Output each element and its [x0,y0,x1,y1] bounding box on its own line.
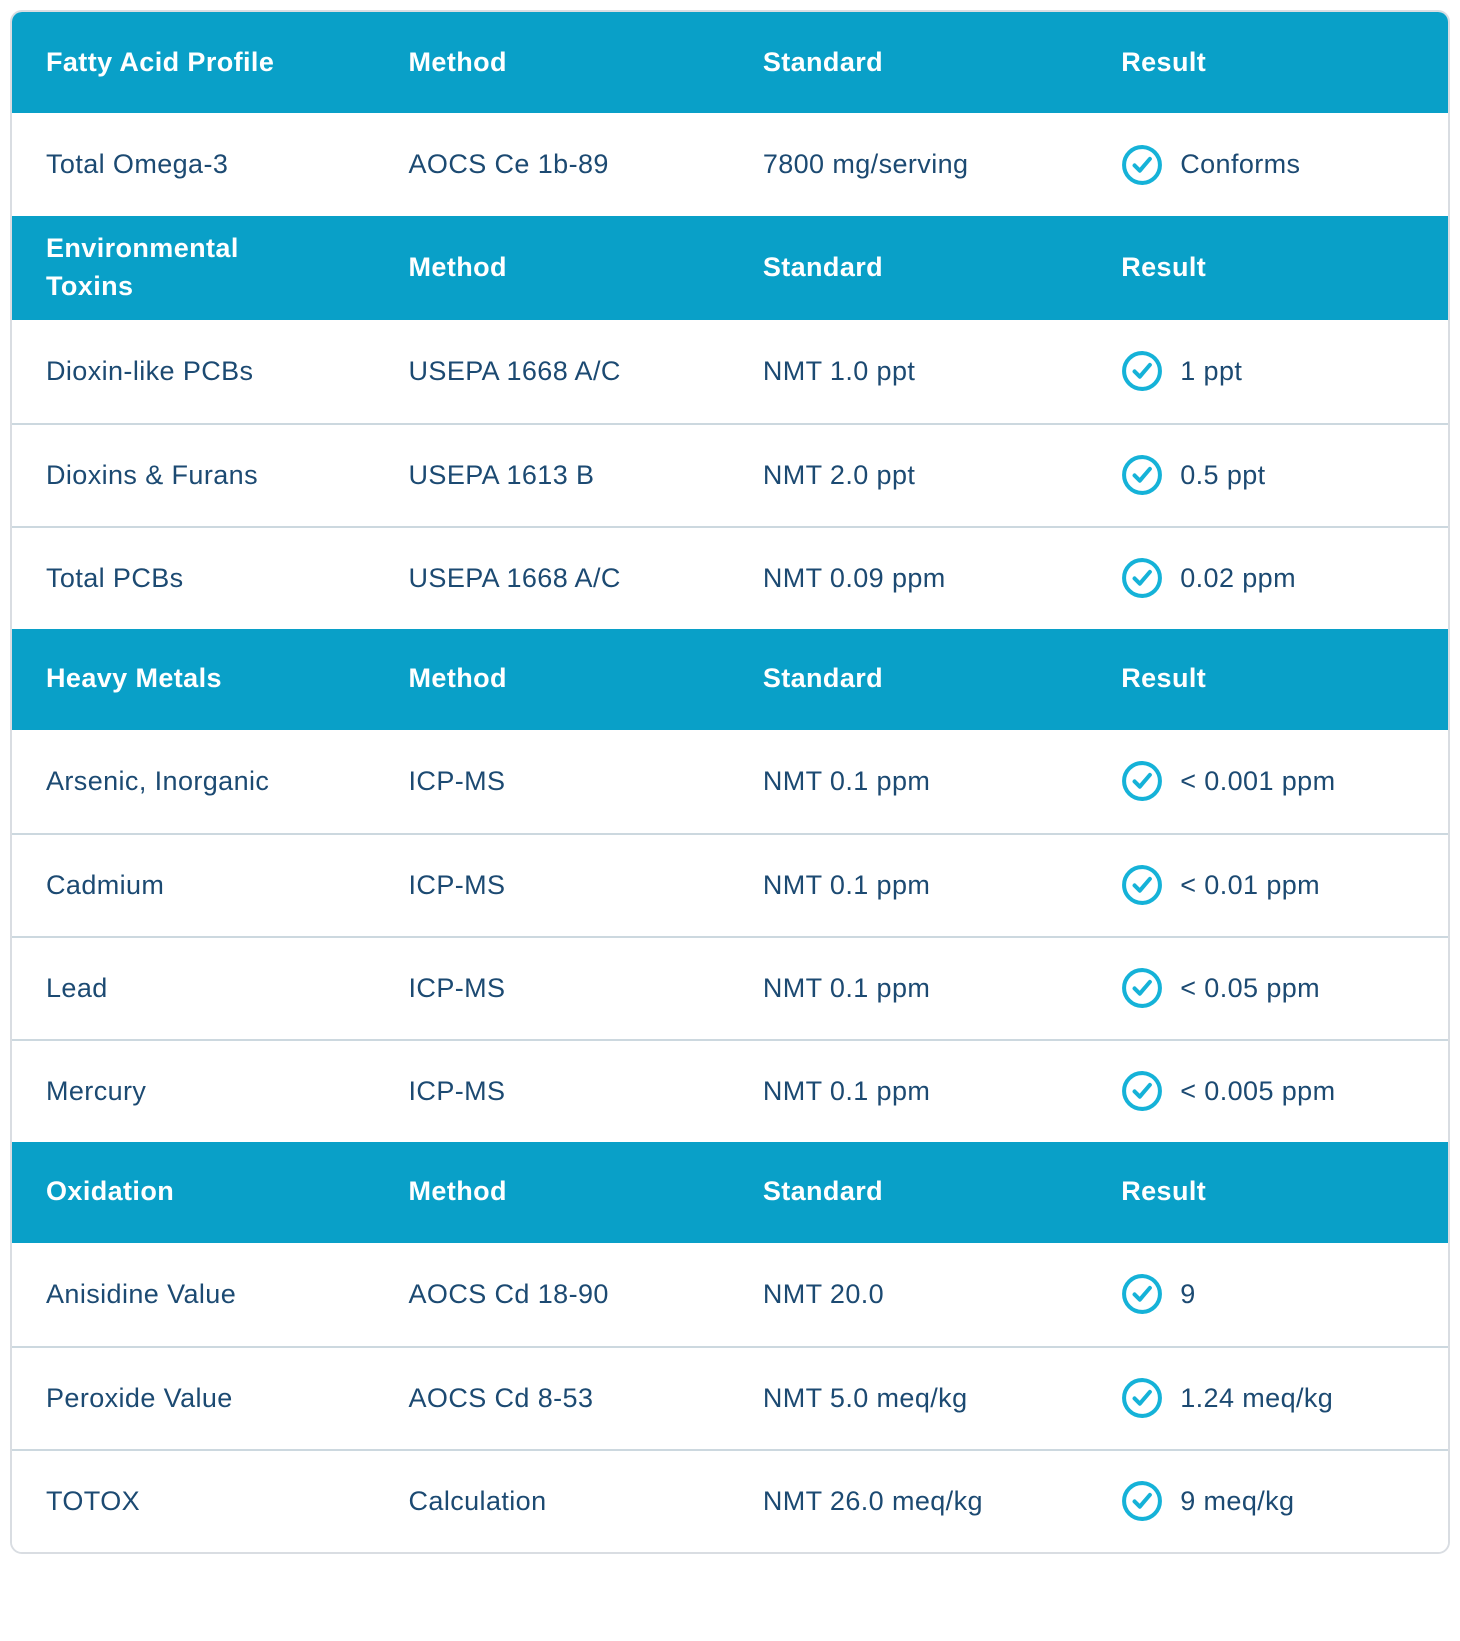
section-title: Heavy Metals [46,663,222,694]
method-cell: ICP-MS [408,1075,506,1106]
standard-cell: NMT 0.1 ppm [762,765,931,796]
method-cell: Calculation [408,1485,547,1516]
table-row: Anisidine Value AOCS Cd 18-90 NMT 20.0 9 [12,1242,1448,1346]
section-title: Environmental Toxins [46,233,239,301]
column-header-method: Method [408,46,507,77]
result-cell: < 0.001 ppm [1121,760,1414,802]
standard-cell: NMT 1.0 ppt [762,355,916,386]
parameter-cell: Dioxin-like PCBs [46,355,254,386]
method-cell: USEPA 1668 A/C [408,562,621,593]
result-cell: 0.02 ppm [1121,557,1414,599]
result-cell: 9 [1121,1273,1414,1315]
table-row: Total PCBs USEPA 1668 A/C NMT 0.09 ppm 0… [12,525,1448,629]
check-circle-icon [1122,1071,1163,1112]
check-circle-icon [1122,1378,1163,1419]
result-cell: 1 ppt [1121,350,1414,392]
method-cell: USEPA 1613 B [408,459,595,490]
table-row: Cadmium ICP-MS NMT 0.1 ppm < 0.01 ppm [12,832,1448,936]
coa-results-table: Fatty Acid Profile Method Standard Resul… [10,10,1450,1554]
parameter-cell: Peroxide Value [46,1382,233,1413]
result-value: < 0.001 ppm [1180,765,1336,796]
column-header-method: Method [408,663,507,694]
column-header-method: Method [408,1176,507,1207]
table-row: Mercury ICP-MS NMT 0.1 ppm < 0.005 ppm [12,1038,1448,1142]
section-header-row: Environmental Toxins Method Standard Res… [12,216,1448,320]
parameter-cell: TOTOX [46,1485,141,1516]
method-cell: AOCS Cd 8-53 [408,1382,594,1413]
result-value: < 0.01 ppm [1180,869,1321,900]
method-cell: AOCS Ce 1b-89 [408,149,609,179]
check-circle-icon [1122,455,1163,496]
result-value: < 0.05 ppm [1180,972,1321,1003]
check-circle-icon [1122,558,1163,599]
section-header-row: Heavy Metals Method Standard Result [12,628,1448,730]
check-circle-icon [1122,968,1163,1009]
method-cell: AOCS Cd 18-90 [408,1278,609,1309]
method-cell: ICP-MS [408,765,506,796]
column-header-result: Result [1121,1176,1207,1207]
method-cell: ICP-MS [408,869,506,900]
result-cell: < 0.005 ppm [1121,1070,1414,1112]
standard-cell: NMT 0.1 ppm [762,972,931,1003]
section-title: Oxidation [46,1176,175,1207]
check-circle-icon [1122,865,1163,906]
parameter-cell: Anisidine Value [46,1278,237,1309]
standard-cell: 7800 mg/serving [762,149,969,179]
check-circle-icon [1122,1274,1163,1315]
result-cell: Conforms [1121,144,1414,186]
parameter-cell: Dioxins & Furans [46,459,258,490]
result-cell: < 0.05 ppm [1121,967,1414,1009]
column-header-result: Result [1121,251,1207,282]
result-cell: 9 meq/kg [1121,1480,1414,1522]
parameter-cell: Cadmium [46,869,165,900]
table-row: TOTOX Calculation NMT 26.0 meq/kg 9 meq/… [12,1448,1448,1552]
standard-cell: NMT 5.0 meq/kg [762,1382,968,1413]
check-circle-icon [1122,1481,1163,1522]
method-cell: ICP-MS [408,972,506,1003]
parameter-cell: Total PCBs [46,562,184,593]
column-header-standard: Standard [762,251,884,282]
standard-cell: NMT 20.0 [762,1278,885,1309]
standard-cell: NMT 0.1 ppm [762,869,931,900]
table-row: Peroxide Value AOCS Cd 8-53 NMT 5.0 meq/… [12,1345,1448,1449]
standard-cell: NMT 0.1 ppm [762,1075,931,1106]
section-header-row: Oxidation Method Standard Result [12,1141,1448,1243]
result-value: 9 [1180,1278,1196,1309]
parameter-cell: Arsenic, Inorganic [46,765,270,796]
result-value: < 0.005 ppm [1180,1075,1336,1106]
check-circle-icon [1122,144,1163,185]
result-cell: < 0.01 ppm [1121,864,1414,906]
table-row: Arsenic, Inorganic ICP-MS NMT 0.1 ppm < … [12,729,1448,833]
method-cell: USEPA 1668 A/C [408,355,621,386]
table-row: Total Omega-3 AOCS Ce 1b-89 7800 mg/serv… [12,113,1448,216]
parameter-cell: Lead [46,972,108,1003]
table-row: Dioxin-like PCBs USEPA 1668 A/C NMT 1.0 … [12,319,1448,423]
result-cell: 0.5 ppt [1121,454,1414,496]
column-header-standard: Standard [762,1176,884,1207]
check-circle-icon [1122,351,1163,392]
result-value: 1.24 meq/kg [1180,1382,1334,1413]
table-row: Dioxins & Furans USEPA 1613 B NMT 2.0 pp… [12,422,1448,526]
column-header-result: Result [1121,46,1207,77]
parameter-cell: Total Omega-3 [46,149,229,179]
section-title: Fatty Acid Profile [46,46,275,77]
result-value: 0.02 ppm [1180,562,1296,593]
parameter-cell: Mercury [46,1075,147,1106]
result-value: 1 ppt [1180,355,1243,386]
standard-cell: NMT 0.09 ppm [762,562,946,593]
standard-cell: NMT 2.0 ppt [762,459,916,490]
result-value: 0.5 ppt [1180,459,1266,490]
check-circle-icon [1122,761,1163,802]
section-header-row: Fatty Acid Profile Method Standard Resul… [12,12,1448,113]
column-header-standard: Standard [762,46,884,77]
result-cell: 1.24 meq/kg [1121,1377,1414,1419]
table-row: Lead ICP-MS NMT 0.1 ppm < 0.05 ppm [12,935,1448,1039]
standard-cell: NMT 26.0 meq/kg [762,1485,983,1516]
result-value: 9 meq/kg [1180,1485,1295,1516]
column-header-result: Result [1121,663,1207,694]
result-value: Conforms [1180,149,1301,179]
column-header-standard: Standard [762,663,884,694]
column-header-method: Method [408,251,507,282]
